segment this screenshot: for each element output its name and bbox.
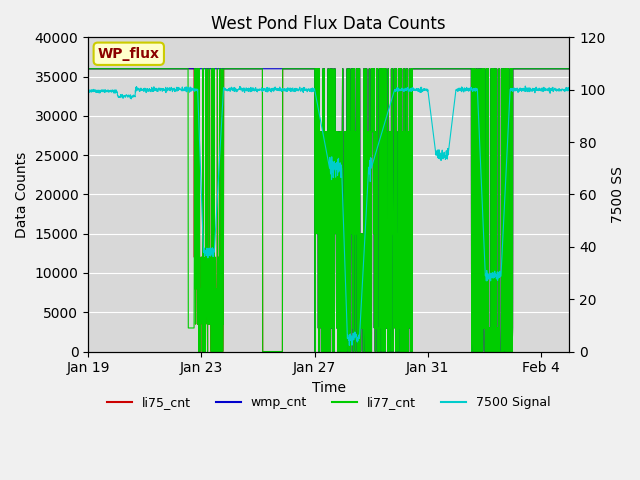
- li75_cnt: [463, 66, 471, 72]
- 7500 Signal: [318, 126, 326, 132]
- Line: li77_cnt: li77_cnt: [88, 69, 570, 351]
- li75_cnt: [566, 66, 573, 72]
- wmp_cnt: [305, 66, 313, 72]
- wmp_cnt: [109, 66, 116, 72]
- li75_cnt: [552, 66, 559, 72]
- wmp_cnt: [566, 66, 573, 72]
- li77_cnt: [552, 66, 559, 72]
- li77_cnt: [306, 66, 314, 72]
- li77_cnt: [195, 348, 202, 354]
- 7500 Signal: [463, 86, 471, 92]
- li75_cnt: [552, 66, 559, 72]
- Line: wmp_cnt: wmp_cnt: [88, 69, 570, 351]
- wmp_cnt: [319, 231, 326, 237]
- Line: li75_cnt: li75_cnt: [88, 69, 570, 351]
- wmp_cnt: [311, 348, 319, 354]
- li75_cnt: [319, 231, 326, 237]
- li75_cnt: [195, 348, 202, 354]
- 7500 Signal: [109, 87, 116, 93]
- li77_cnt: [463, 66, 471, 72]
- wmp_cnt: [552, 66, 559, 72]
- li77_cnt: [84, 66, 92, 72]
- 7500 Signal: [346, 342, 353, 348]
- 7500 Signal: [552, 88, 559, 94]
- wmp_cnt: [463, 66, 471, 72]
- Title: West Pond Flux Data Counts: West Pond Flux Data Counts: [211, 15, 446, 33]
- wmp_cnt: [84, 66, 92, 72]
- li77_cnt: [319, 231, 326, 237]
- wmp_cnt: [552, 66, 559, 72]
- 7500 Signal: [84, 89, 92, 95]
- Legend: li75_cnt, wmp_cnt, li77_cnt, 7500 Signal: li75_cnt, wmp_cnt, li77_cnt, 7500 Signal: [102, 391, 556, 414]
- Text: WP_flux: WP_flux: [98, 47, 160, 61]
- li77_cnt: [566, 66, 573, 72]
- li77_cnt: [109, 66, 116, 72]
- li77_cnt: [552, 66, 559, 72]
- X-axis label: Time: Time: [312, 381, 346, 395]
- li75_cnt: [84, 66, 92, 72]
- 7500 Signal: [305, 88, 313, 94]
- Y-axis label: Data Counts: Data Counts: [15, 151, 29, 238]
- Y-axis label: 7500 SS: 7500 SS: [611, 166, 625, 223]
- 7500 Signal: [552, 87, 560, 93]
- Line: 7500 Signal: 7500 Signal: [88, 86, 570, 345]
- 7500 Signal: [522, 83, 529, 89]
- li75_cnt: [306, 66, 314, 72]
- li75_cnt: [109, 66, 116, 72]
- 7500 Signal: [566, 85, 573, 91]
